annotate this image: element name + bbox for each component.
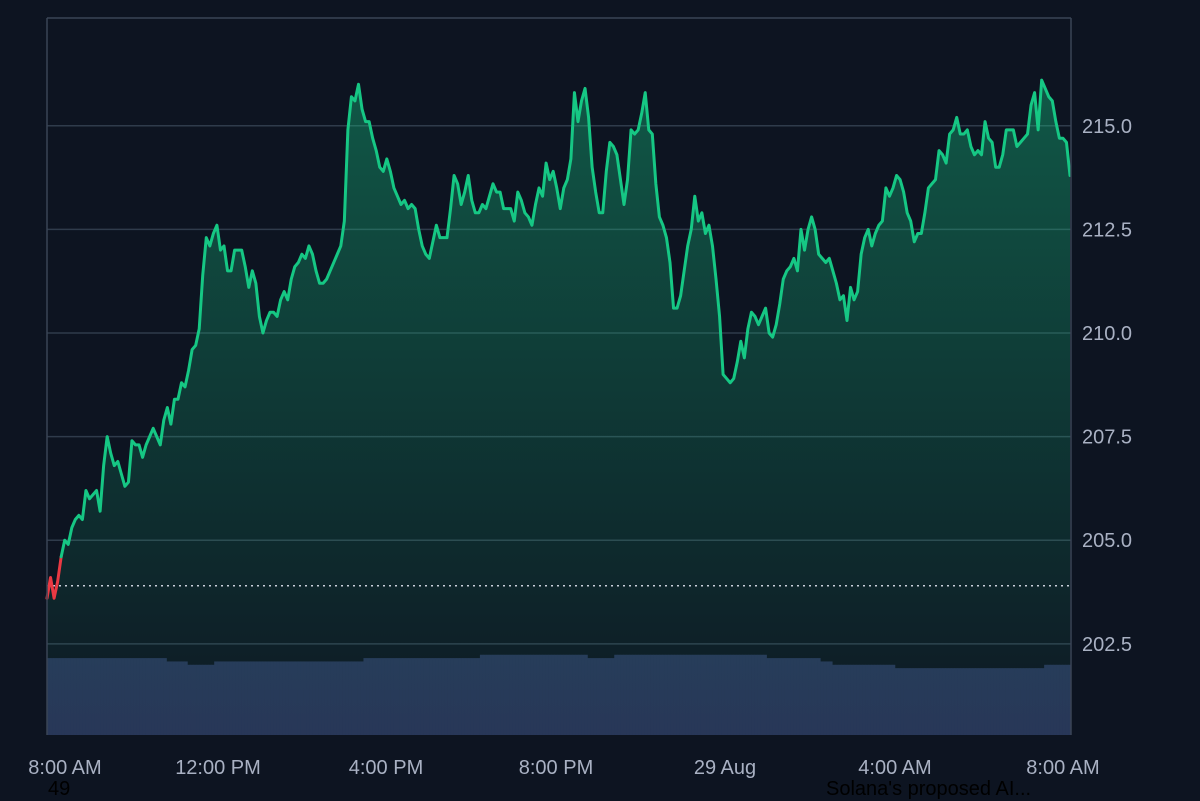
x-tick-label: 8:00 AM (28, 757, 101, 779)
x-tick-label: 4:00 AM (858, 757, 931, 779)
y-tick-label: 207.5 (1082, 427, 1132, 449)
price-area-fill (47, 80, 1070, 736)
x-tick-label: 12:00 PM (175, 757, 261, 779)
x-tick-label: 8:00 PM (519, 757, 593, 779)
y-tick-label: 212.5 (1082, 219, 1132, 241)
x-tick-label: 8:00 AM (1026, 757, 1099, 779)
x-tick-label: 29 Aug (694, 757, 756, 779)
news-headline-link[interactable]: Solana's proposed AI... (826, 778, 1032, 800)
price-line-below-open (45, 555, 63, 600)
y-tick-label: 202.5 (1082, 634, 1132, 656)
price-line (59, 78, 1072, 559)
plot-frame (46, 17, 1072, 735)
y-axis: 202.5 205.0 207.5 210.0 212.5 215.0 (1082, 116, 1132, 656)
x-tick-label: 4:00 PM (349, 757, 423, 779)
footer-left-number: 49 (48, 778, 71, 800)
x-axis: 8:00 AM 12:00 PM 4:00 PM 8:00 PM 29 Aug 4:00 … (28, 757, 1099, 779)
y-tick-label: 215.0 (1082, 116, 1132, 138)
y-tick-label: 205.0 (1082, 530, 1132, 552)
y-tick-label: 210.0 (1082, 323, 1132, 345)
